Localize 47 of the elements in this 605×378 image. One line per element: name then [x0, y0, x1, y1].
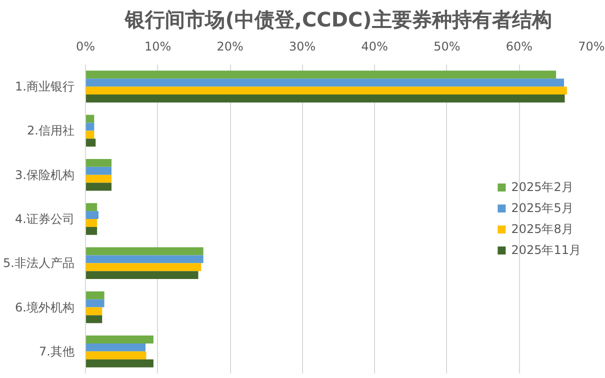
y-tick-label: 6.境外机构	[15, 300, 75, 314]
bar	[86, 315, 102, 324]
bar	[86, 351, 146, 360]
bar	[86, 114, 94, 123]
bar	[86, 291, 104, 300]
bar	[86, 70, 556, 79]
chart-title: 银行间市场(中债登,CCDC)主要券种持有者结构	[124, 8, 552, 32]
y-tick-label: 7.其他	[39, 344, 75, 358]
bar	[86, 130, 94, 139]
bar	[86, 182, 112, 191]
x-tick-label: 30%	[289, 40, 316, 54]
bar	[86, 263, 202, 272]
bar	[86, 247, 204, 256]
bar	[86, 336, 154, 344]
bar	[86, 94, 565, 102]
bar	[86, 255, 204, 264]
bar	[86, 343, 146, 352]
legend-label: 2025年8月	[511, 220, 574, 238]
bar	[86, 174, 112, 183]
legend-label: 2025年11月	[511, 242, 581, 258]
bar	[86, 86, 567, 95]
bar	[86, 299, 104, 308]
bar	[86, 158, 112, 167]
x-tick-label: 10%	[144, 40, 172, 54]
bar	[86, 78, 564, 87]
legend-label: 2025年5月	[511, 200, 574, 216]
bar	[86, 203, 98, 212]
x-tick-label: 60%	[506, 40, 533, 54]
bar	[86, 211, 99, 219]
x-tick-label: 20%	[216, 40, 244, 54]
x-tick-label: 50%	[434, 40, 460, 54]
x-tick-label: 40%	[361, 40, 388, 54]
y-tick-label: 1.商业银行	[15, 80, 75, 94]
y-tick-label: 2.信用社	[27, 124, 75, 138]
bar	[86, 219, 98, 227]
x-tick-label: 70%	[578, 40, 605, 54]
y-tick-label: 5.非法人产品	[3, 256, 75, 270]
bar	[86, 307, 102, 316]
y-tick-label: 3.保险机构	[15, 168, 75, 182]
legend-label: 2025年2月	[511, 178, 574, 196]
y-tick-label: 4.证券公司	[15, 212, 75, 226]
bar	[86, 271, 198, 280]
bar	[86, 138, 96, 147]
x-tick-label: 0%	[76, 40, 96, 54]
bar	[86, 166, 112, 175]
bar	[86, 226, 98, 235]
bar	[86, 359, 154, 368]
